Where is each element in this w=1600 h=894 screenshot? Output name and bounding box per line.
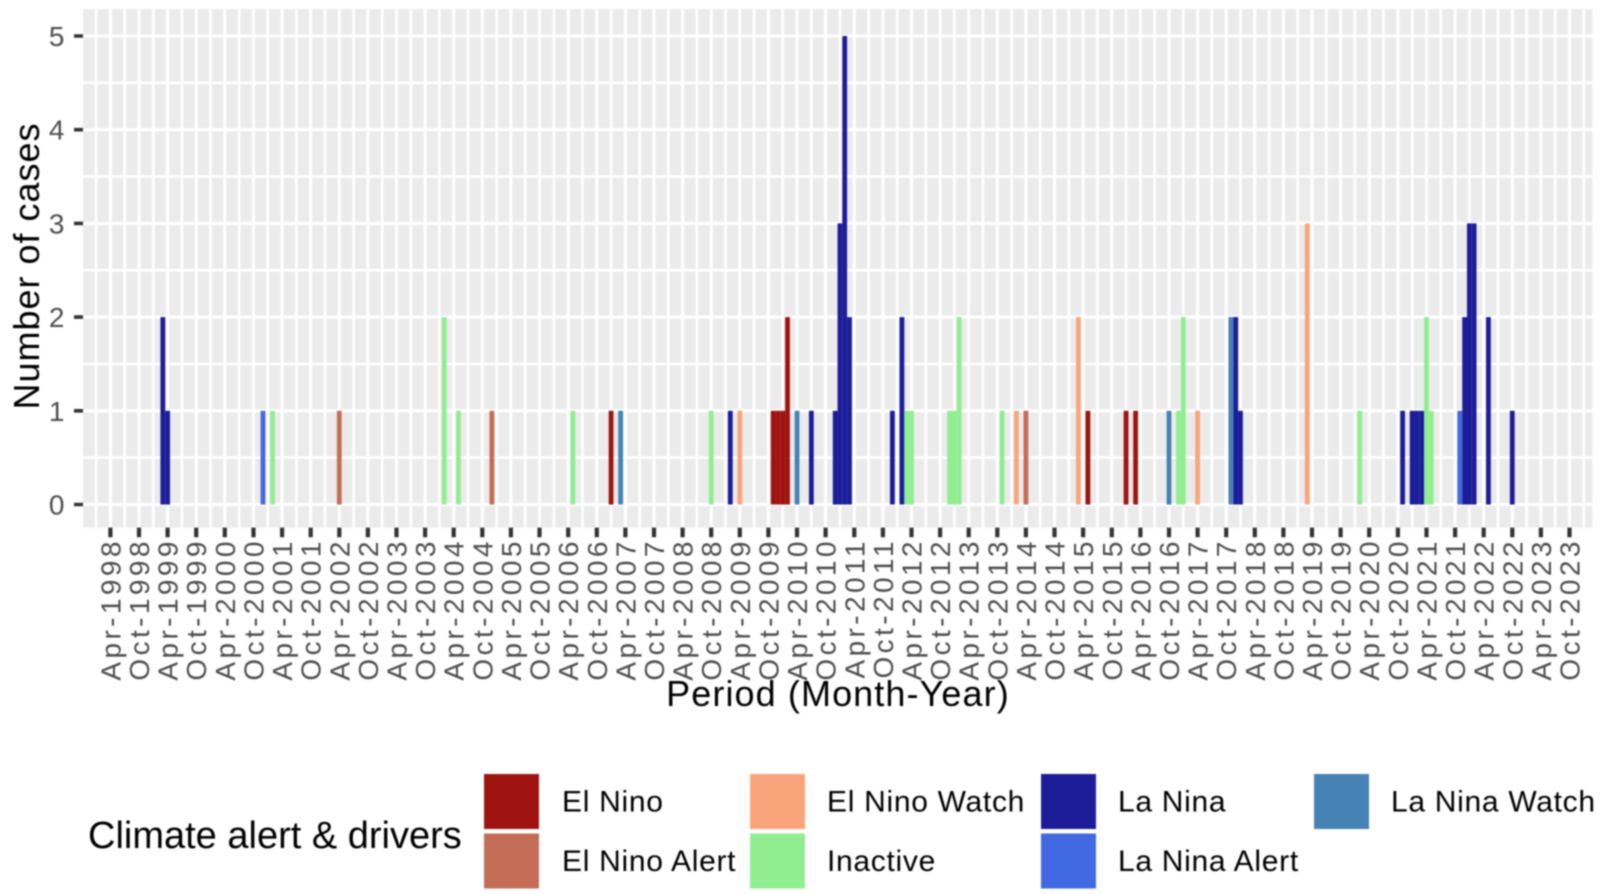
svg-text:Oct-2018: Oct-2018 [1268,538,1299,680]
svg-text:Apr-2009: Apr-2009 [725,538,756,680]
svg-text:Oct-2005: Oct-2005 [525,538,556,680]
svg-text:0: 0 [49,490,65,521]
svg-text:El Nino: El Nino [562,786,664,819]
svg-text:4: 4 [49,115,65,146]
svg-text:Period (Month-Year): Period (Month-Year) [666,673,1010,714]
svg-text:Oct-2004: Oct-2004 [467,538,498,680]
svg-text:Apr-2012: Apr-2012 [897,538,928,680]
svg-text:Oct-2014: Oct-2014 [1040,538,1071,680]
svg-text:Oct-2021: Oct-2021 [1440,538,1471,680]
svg-text:Oct-2001: Oct-2001 [296,538,327,680]
svg-text:Apr-2003: Apr-2003 [382,538,413,680]
svg-text:Oct-1999: Oct-1999 [181,538,212,680]
svg-text:Inactive: Inactive [827,845,936,878]
svg-text:Oct-2007: Oct-2007 [639,538,670,680]
svg-text:Oct-2000: Oct-2000 [239,538,270,680]
svg-text:Apr-2014: Apr-2014 [1011,538,1042,680]
svg-text:Oct-2008: Oct-2008 [696,538,727,680]
svg-text:Oct-2013: Oct-2013 [982,538,1013,680]
svg-text:3: 3 [49,208,65,239]
svg-text:El Nino Watch: El Nino Watch [827,786,1025,819]
svg-text:Apr-2005: Apr-2005 [496,538,527,680]
svg-text:Oct-2009: Oct-2009 [753,538,784,680]
svg-text:Oct-2022: Oct-2022 [1497,538,1528,680]
svg-text:Apr-2006: Apr-2006 [553,538,584,680]
svg-text:Oct-2011: Oct-2011 [868,538,899,678]
svg-text:Climate alert & drivers: Climate alert & drivers [88,815,462,857]
svg-text:Apr-1998: Apr-1998 [95,538,126,680]
svg-text:Oct-2020: Oct-2020 [1383,538,1414,680]
svg-text:Oct-2017: Oct-2017 [1211,538,1242,680]
svg-text:Apr-2017: Apr-2017 [1183,538,1214,680]
svg-text:Apr-2004: Apr-2004 [439,538,470,680]
svg-text:Oct-2002: Oct-2002 [353,538,384,680]
svg-text:Number of cases: Number of cases [6,122,47,409]
svg-text:Apr-2022: Apr-2022 [1469,538,1500,680]
svg-text:Oct-2006: Oct-2006 [582,538,613,680]
svg-text:El Nino Alert: El Nino Alert [562,845,736,878]
svg-text:Oct-2003: Oct-2003 [410,538,441,680]
svg-text:La Nina Alert: La Nina Alert [1118,845,1299,878]
svg-text:Oct-2015: Oct-2015 [1097,538,1128,680]
svg-text:1: 1 [49,396,65,427]
svg-text:5: 5 [49,21,65,52]
svg-text:Apr-2000: Apr-2000 [210,538,241,680]
svg-text:Apr-2020: Apr-2020 [1354,538,1385,680]
svg-text:Oct-2016: Oct-2016 [1154,538,1185,680]
svg-text:Apr-2013: Apr-2013 [954,538,985,680]
svg-text:Apr-2001: Apr-2001 [267,538,298,680]
svg-text:Apr-2008: Apr-2008 [668,538,699,680]
svg-text:Apr-2002: Apr-2002 [324,538,355,680]
svg-text:Oct-2019: Oct-2019 [1326,538,1357,680]
svg-text:Apr-2011: Apr-2011 [839,538,870,678]
svg-text:Apr-2010: Apr-2010 [782,538,813,680]
svg-text:2: 2 [49,302,65,333]
svg-text:Apr-2023: Apr-2023 [1526,538,1557,680]
svg-text:Apr-2021: Apr-2021 [1412,538,1443,680]
svg-text:Oct-2012: Oct-2012 [925,538,956,680]
svg-text:Oct-2023: Oct-2023 [1555,538,1586,680]
svg-text:La Nina: La Nina [1118,786,1226,819]
svg-text:Apr-2015: Apr-2015 [1068,538,1099,680]
svg-text:Oct-2010: Oct-2010 [811,538,842,680]
svg-text:Oct-1998: Oct-1998 [124,538,155,680]
svg-text:Apr-2016: Apr-2016 [1125,538,1156,680]
svg-text:Apr-1999: Apr-1999 [153,538,184,680]
svg-text:La Nina Watch: La Nina Watch [1391,786,1596,819]
svg-text:Apr-2018: Apr-2018 [1240,538,1271,680]
svg-text:Apr-2007: Apr-2007 [610,538,641,680]
svg-text:Apr-2019: Apr-2019 [1297,538,1328,680]
